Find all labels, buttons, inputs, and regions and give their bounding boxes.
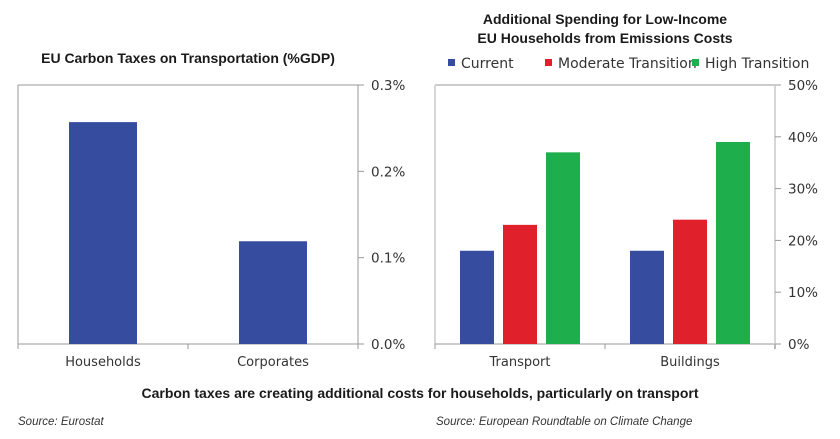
legend: Current Moderate Transition High Transitio… bbox=[448, 56, 809, 72]
legend-label: Current bbox=[461, 56, 514, 72]
y-tick-label: 40% bbox=[788, 130, 818, 146]
y-tick-label: 10% bbox=[788, 285, 818, 301]
x-category-label: Buildings bbox=[660, 355, 720, 370]
bar-transport-current bbox=[460, 250, 494, 344]
legend-label: Moderate Transition bbox=[558, 56, 697, 72]
x-category-label: Households bbox=[65, 355, 141, 370]
legend-item-current: Current bbox=[448, 56, 514, 72]
bars bbox=[460, 141, 750, 344]
y-tick-label: 20% bbox=[788, 233, 818, 249]
chart-title: EU Carbon Taxes on Transportation (%GDP) bbox=[41, 50, 335, 66]
chart-carbon-taxes: EU Carbon Taxes on Transportation (%GDP)… bbox=[17, 50, 405, 370]
legend-swatch bbox=[692, 59, 699, 66]
legend-label: High Transition bbox=[705, 56, 809, 72]
x-category-label: Corporates bbox=[237, 355, 309, 370]
bar-buildings-high-transition bbox=[716, 141, 750, 344]
chart-title-line-1: Additional Spending for Low-Income bbox=[483, 11, 727, 27]
x-axis-categories: Transport Buildings bbox=[434, 344, 776, 370]
y-tick-label: 0.0% bbox=[371, 337, 405, 353]
y-tick-label: 50% bbox=[788, 78, 818, 94]
y-tick-label: 0% bbox=[788, 337, 810, 353]
y-tick-label: 0.1% bbox=[371, 251, 405, 267]
bars bbox=[69, 122, 307, 344]
y-tick-label: 0.2% bbox=[371, 164, 405, 180]
bar-transport-high-transition bbox=[546, 152, 580, 344]
legend-item-high-transition: High Transition bbox=[692, 56, 809, 72]
x-axis-categories: Households Corporates bbox=[17, 344, 359, 370]
legend-swatch bbox=[545, 59, 552, 66]
bar-buildings-moderate-transition bbox=[673, 219, 707, 344]
y-tick-label: 30% bbox=[788, 182, 818, 198]
y-axis-ticks: 0% 10% 20% 30% 40% 50% bbox=[775, 78, 818, 353]
bar-transport-moderate-transition bbox=[503, 224, 537, 344]
chart-title-line-2: EU Households from Emissions Costs bbox=[477, 30, 732, 46]
figure-caption: Carbon taxes are creating additional cos… bbox=[141, 385, 698, 401]
legend-swatch bbox=[448, 59, 455, 66]
x-category-label: Transport bbox=[488, 355, 550, 370]
y-tick-label: 0.3% bbox=[371, 78, 405, 94]
y-axis-ticks: 0.0% 0.1% 0.2% 0.3% bbox=[358, 78, 405, 353]
bar-households bbox=[69, 122, 137, 344]
chart-additional-spending: Additional Spending for Low-Income EU Ho… bbox=[434, 11, 818, 370]
bar-corporates bbox=[239, 241, 307, 344]
legend-item-moderate-transition: Moderate Transition bbox=[545, 56, 697, 72]
source-right: Source: European Roundtable on Climate C… bbox=[436, 416, 692, 428]
source-left: Source: Eurostat bbox=[18, 416, 104, 428]
bar-buildings-current bbox=[630, 250, 664, 344]
